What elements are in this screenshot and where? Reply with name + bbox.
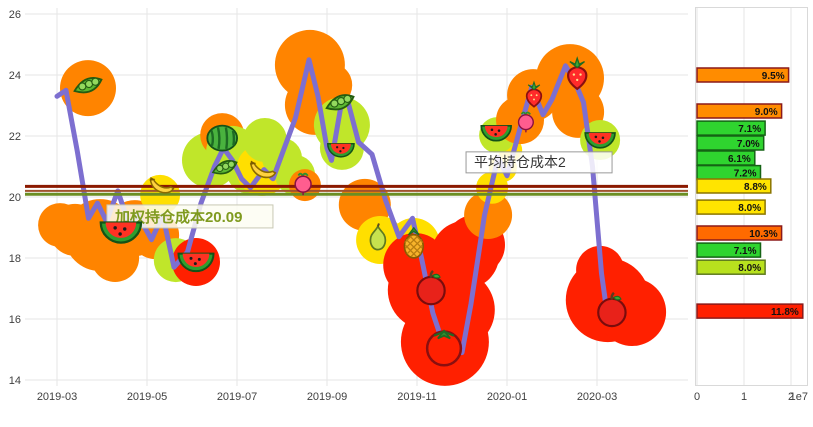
- y-axis-tick-label: 26: [9, 9, 21, 21]
- y-axis-tick-label: 20: [9, 192, 21, 204]
- distribution-bar: [696, 178, 772, 194]
- x-axis-tick-label: 2020-01: [487, 391, 527, 403]
- apple-icon: [416, 269, 446, 306]
- side-x-axis-tick-label: 2: [788, 391, 794, 403]
- distribution-bar: [696, 303, 804, 319]
- x-axis-tick-label: 2020-03: [577, 391, 617, 403]
- distribution-bar-label: 7.1%: [738, 124, 761, 135]
- x-axis-tick-label: 2019-07: [217, 391, 257, 403]
- distribution-bar: [696, 199, 766, 215]
- distribution-bar-label: 7.0%: [737, 139, 760, 150]
- distribution-bar: [696, 259, 766, 275]
- distribution-bar-label: 8.8%: [744, 182, 767, 193]
- distribution-bar-label: 8.0%: [738, 203, 761, 214]
- y-axis-tick-label: 24: [9, 70, 21, 82]
- annotation-label: 加权持仓成本20.09: [114, 208, 243, 226]
- pineapple-icon: [403, 226, 425, 259]
- banana-icon: [249, 160, 277, 179]
- distribution-bar: [696, 225, 783, 241]
- y-axis-tick-label: 22: [9, 131, 21, 143]
- distribution-bar: [696, 120, 766, 136]
- peas-icon: [73, 77, 103, 94]
- x-axis-tick-label: 2019-05: [127, 391, 167, 403]
- peas-icon: [211, 160, 238, 175]
- distribution-bar-label: 7.2%: [734, 169, 757, 180]
- annotation-box: [106, 204, 274, 229]
- radish-icon: [517, 111, 534, 133]
- distribution-bar-label: 6.1%: [728, 154, 751, 165]
- x-axis-tick-label: 2019-09: [307, 391, 347, 403]
- y-axis-tick-label: 14: [9, 375, 21, 387]
- watermelon-slice-icon: [480, 124, 512, 142]
- banana-icon: [149, 176, 175, 194]
- volume-bubble: [464, 191, 513, 239]
- x-axis-tick-label: 2019-03: [37, 391, 77, 403]
- watermelon-slice-icon: [327, 143, 355, 158]
- distribution-bar: [696, 67, 790, 83]
- volume-bubble: [91, 234, 140, 282]
- distribution-bar: [696, 135, 765, 151]
- watermelon-slice-icon: [99, 221, 143, 244]
- distribution-bar: [696, 242, 762, 258]
- annotation-label: 平均持仓成本2: [474, 154, 566, 170]
- strawberry-icon: [525, 80, 543, 108]
- distribution-bar-label: 11.8%: [771, 307, 799, 318]
- distribution-bar-label: 9.5%: [762, 71, 785, 82]
- distribution-bar: [696, 103, 783, 119]
- distribution-bar-label: 10.3%: [749, 229, 777, 240]
- pear-icon: [369, 223, 387, 251]
- side-x-axis-tick-label: 1: [741, 391, 747, 403]
- strawberry-icon: [567, 56, 588, 91]
- side-axis-offset-label: 1e7: [790, 391, 808, 403]
- apple-icon: [597, 291, 627, 328]
- distribution-bar-label: 7.1%: [734, 246, 757, 257]
- volume-bubble: [598, 278, 667, 346]
- annotation-box: [465, 151, 613, 174]
- radish-icon: [294, 172, 312, 196]
- distribution-bar-label: 8.0%: [738, 263, 761, 274]
- x-axis-tick-label: 2019-11: [397, 391, 437, 403]
- y-axis-tick-label: 16: [9, 314, 21, 326]
- distribution-bar-label: 9.0%: [755, 107, 778, 118]
- watermelon-icon: [206, 124, 239, 152]
- tomato-icon: [425, 329, 463, 367]
- peas-icon: [325, 94, 355, 111]
- y-axis-tick-label: 18: [9, 253, 21, 265]
- watermelon-slice-icon: [584, 132, 616, 149]
- watermelon-slice-icon: [177, 252, 215, 273]
- side-x-axis-tick-label: 0: [694, 391, 700, 403]
